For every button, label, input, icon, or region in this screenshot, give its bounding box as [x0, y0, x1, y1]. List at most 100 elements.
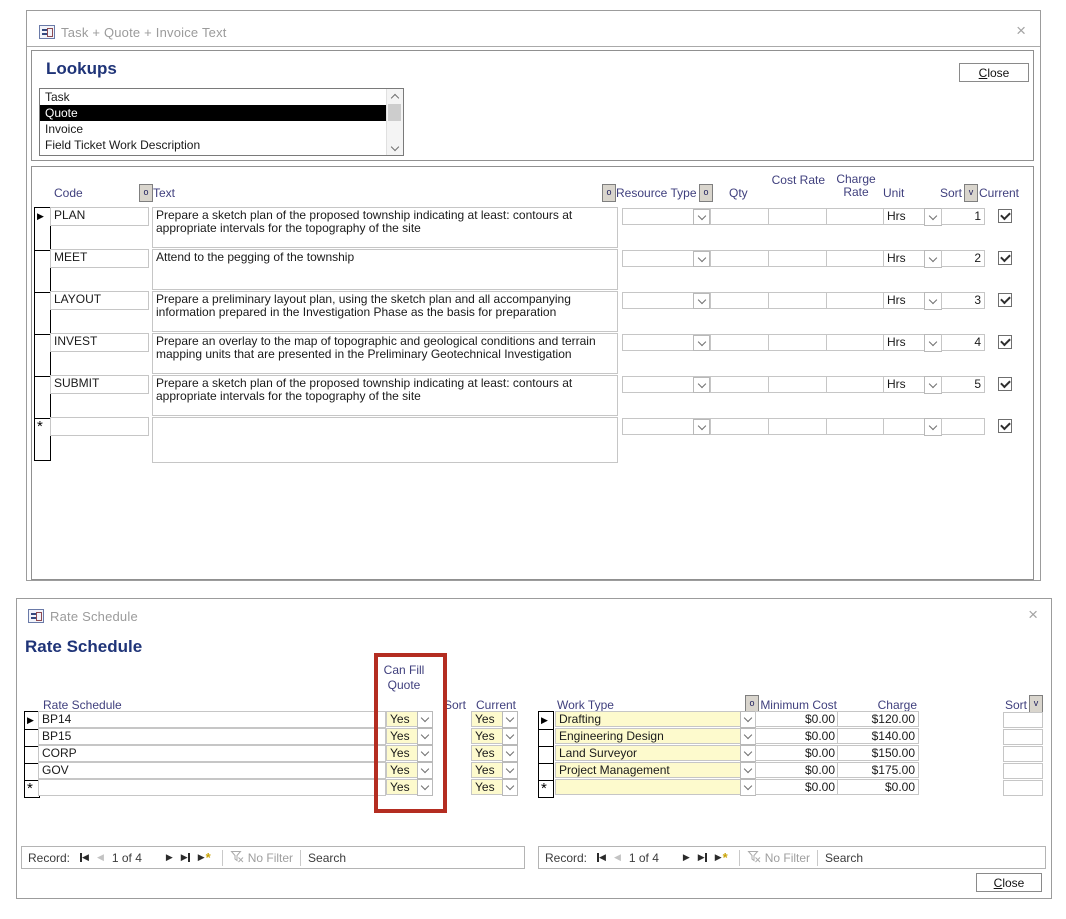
close-button[interactable]: Close: [959, 63, 1029, 82]
code-cell[interactable]: INVEST: [50, 333, 149, 352]
record-selector-column[interactable]: ▶ *: [34, 207, 51, 461]
lookup-list-item[interactable]: Task: [45, 90, 70, 104]
current-checkbox[interactable]: [998, 335, 1012, 349]
record-selector-column[interactable]: ▶ *: [538, 711, 554, 798]
code-cell[interactable]: [50, 417, 149, 436]
previous-record-button[interactable]: ◀: [613, 852, 621, 862]
can-fill-quote-combo[interactable]: Yes: [386, 711, 419, 727]
work-type-dropdown-icon[interactable]: [740, 711, 756, 728]
next-record-button[interactable]: ▶: [682, 852, 690, 862]
current-dropdown-icon[interactable]: [502, 762, 518, 779]
can-fill-quote-combo[interactable]: Yes: [386, 728, 419, 744]
current-checkbox[interactable]: [998, 251, 1012, 265]
can-fill-quote-dropdown-icon[interactable]: [417, 728, 433, 745]
resource-type-builder-button-right[interactable]: o: [699, 184, 713, 202]
can-fill-quote-combo[interactable]: Yes: [386, 762, 419, 778]
can-fill-quote-combo[interactable]: Yes: [386, 779, 419, 795]
current-dropdown-icon[interactable]: [502, 779, 518, 796]
current-checkbox[interactable]: [998, 377, 1012, 391]
text-cell[interactable]: Prepare a sketch plan of the proposed to…: [152, 207, 618, 248]
can-fill-quote-dropdown-icon[interactable]: [417, 779, 433, 796]
sort-cell[interactable]: [1003, 729, 1043, 745]
charge-cell[interactable]: $140.00: [837, 728, 919, 744]
last-record-button[interactable]: ▶: [697, 852, 707, 862]
current-checkbox[interactable]: [998, 293, 1012, 307]
scrollbar-thumb[interactable]: [388, 104, 401, 121]
resource-type-dropdown-icon[interactable]: [693, 251, 710, 267]
unit-dropdown-icon[interactable]: [924, 292, 942, 310]
unit-combo[interactable]: Hrs: [883, 250, 926, 267]
current-checkbox[interactable]: [998, 209, 1012, 223]
sort-dropdown-button[interactable]: v: [1029, 695, 1043, 713]
last-record-button[interactable]: ▶: [180, 852, 190, 862]
work-type-combo[interactable]: Drafting: [555, 711, 742, 727]
resource-type-dropdown-icon[interactable]: [693, 335, 710, 351]
current-dropdown-icon[interactable]: [502, 711, 518, 728]
sort-dropdown-button[interactable]: v: [964, 184, 978, 202]
sort-cell[interactable]: [1003, 780, 1043, 796]
charge-cell[interactable]: $120.00: [837, 711, 919, 727]
minimum-cost-cell[interactable]: $0.00: [755, 728, 839, 744]
text-cell[interactable]: Prepare an overlay to the map of topogra…: [152, 333, 618, 374]
cost-rate-cell[interactable]: [768, 334, 828, 351]
current-combo[interactable]: Yes: [471, 779, 504, 795]
work-type-dropdown-icon[interactable]: [740, 762, 756, 779]
qty-cell[interactable]: [710, 418, 770, 435]
unit-combo[interactable]: Hrs: [883, 334, 926, 351]
sort-cell[interactable]: 3: [941, 292, 985, 309]
code-builder-button[interactable]: o: [139, 184, 153, 202]
sort-cell[interactable]: 2: [941, 250, 985, 267]
text-cell[interactable]: [152, 417, 618, 463]
cost-rate-cell[interactable]: [768, 250, 828, 267]
lookup-list-item[interactable]: Invoice: [45, 122, 84, 136]
lookup-list-item[interactable]: Quote: [40, 105, 387, 121]
record-position[interactable]: 1 of 4: [628, 850, 659, 865]
close-icon[interactable]: ×: [1028, 605, 1038, 624]
qty-cell[interactable]: [710, 208, 770, 225]
qty-cell[interactable]: [710, 292, 770, 309]
previous-record-button[interactable]: ◀: [96, 852, 104, 862]
rate-schedule-cell[interactable]: BP15: [38, 728, 386, 745]
code-cell[interactable]: SUBMIT: [50, 375, 149, 394]
sort-cell[interactable]: 1: [941, 208, 985, 225]
unit-dropdown-icon[interactable]: [924, 418, 942, 436]
close-button[interactable]: Close: [976, 873, 1042, 892]
text-cell[interactable]: Prepare a sketch plan of the proposed to…: [152, 375, 618, 416]
record-position[interactable]: 1 of 4: [111, 850, 142, 865]
code-cell[interactable]: MEET: [50, 249, 149, 268]
minimum-cost-cell[interactable]: $0.00: [755, 762, 839, 778]
charge-rate-cell[interactable]: [826, 334, 885, 351]
first-record-button[interactable]: ◀: [80, 852, 89, 862]
minimum-cost-cell[interactable]: $0.00: [755, 711, 839, 727]
work-type-dropdown-icon[interactable]: [740, 779, 756, 796]
unit-dropdown-icon[interactable]: [924, 208, 942, 226]
resource-type-dropdown-icon[interactable]: [693, 293, 710, 309]
sort-cell[interactable]: 4: [941, 334, 985, 351]
cost-rate-cell[interactable]: [768, 418, 828, 435]
unit-combo[interactable]: Hrs: [883, 376, 926, 393]
minimum-cost-cell[interactable]: $0.00: [755, 779, 839, 795]
new-record-button[interactable]: ▶ *: [714, 849, 728, 865]
first-record-button[interactable]: ◀: [597, 852, 606, 862]
charge-rate-cell[interactable]: [826, 376, 885, 393]
no-filter-button[interactable]: No Filter: [764, 850, 811, 865]
scroll-down-icon[interactable]: [387, 141, 403, 155]
qty-cell[interactable]: [710, 250, 770, 267]
work-type-combo[interactable]: Land Surveyor: [555, 745, 742, 761]
charge-rate-cell[interactable]: [826, 250, 885, 267]
sort-cell[interactable]: [1003, 763, 1043, 779]
current-combo[interactable]: Yes: [471, 728, 504, 744]
unit-dropdown-icon[interactable]: [924, 250, 942, 268]
rate-schedule-cell[interactable]: CORP: [38, 745, 386, 762]
current-combo[interactable]: Yes: [471, 762, 504, 778]
unit-dropdown-icon[interactable]: [924, 334, 942, 352]
can-fill-quote-dropdown-icon[interactable]: [417, 711, 433, 728]
can-fill-quote-dropdown-icon[interactable]: [417, 762, 433, 779]
qty-cell[interactable]: [710, 334, 770, 351]
close-icon[interactable]: ×: [1016, 21, 1026, 40]
work-type-dropdown-icon[interactable]: [740, 745, 756, 762]
search-input[interactable]: Search: [825, 850, 864, 865]
charge-cell[interactable]: $0.00: [837, 779, 919, 795]
no-filter-button[interactable]: No Filter: [247, 850, 294, 865]
work-type-combo[interactable]: [555, 779, 742, 795]
